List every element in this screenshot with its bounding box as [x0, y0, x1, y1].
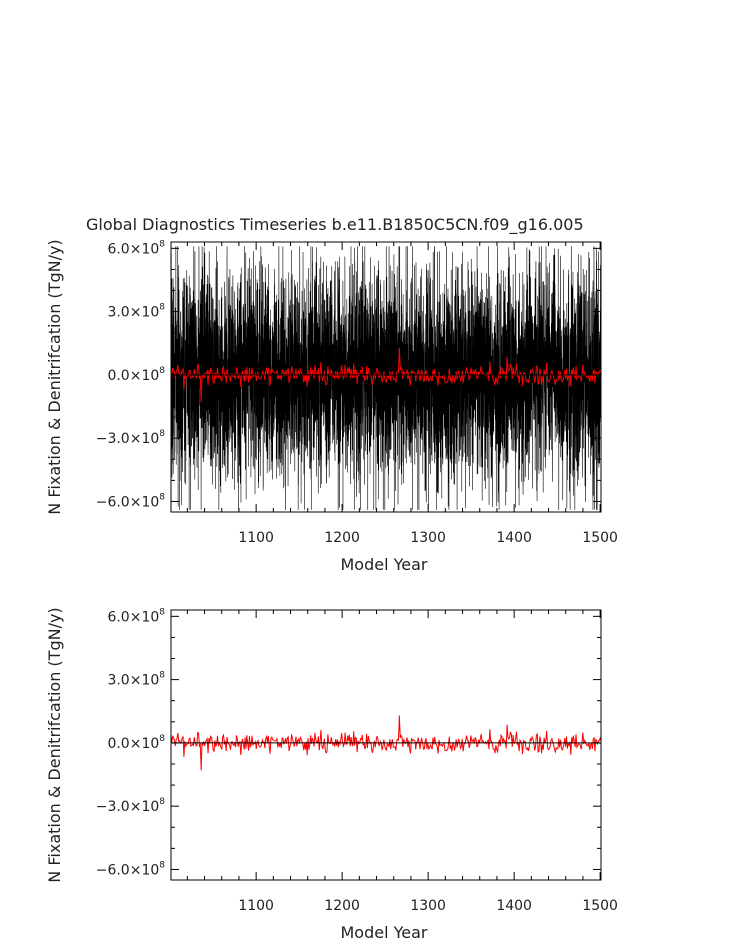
x-tick-label: 1400: [496, 530, 532, 546]
y-tick-label: 3.0×108: [107, 303, 165, 321]
x-tick-label: 1200: [324, 530, 360, 546]
chart-title: Global Diagnostics Timeseries b.e11.B185…: [86, 215, 584, 235]
x-tick-label: 1400: [496, 898, 532, 914]
x-axis-label: Model Year: [341, 555, 428, 574]
plot-area: [171, 246, 601, 510]
series-line-monthly: [171, 246, 601, 510]
y-tick-label: −3.0×108: [96, 429, 166, 447]
x-axis-label: Model Year: [341, 923, 428, 942]
y-tick-label: 6.0×108: [107, 607, 165, 625]
x-tick-label: 1100: [238, 530, 274, 546]
top-panel: 1100 1200 1300 1400 1500 −6.0×108 −3.0×108 0.0×…: [45, 239, 618, 574]
x-tick-label: 1500: [582, 898, 618, 914]
y-tick-label: −6.0×108: [96, 860, 166, 878]
x-tick-label: 1300: [410, 898, 446, 914]
y-tick-label: 0.0×108: [107, 366, 165, 384]
y-tick-label: −6.0×108: [96, 492, 166, 510]
series-line-annual: [171, 347, 601, 403]
plot-frame: [170, 609, 602, 881]
y-tick-label: 3.0×108: [107, 671, 165, 689]
x-tick-label: 1500: [582, 530, 618, 546]
y-axis-label: N Fixation & Denitrifcation (TgN/y): [45, 607, 64, 882]
x-tick-label: 1300: [410, 530, 446, 546]
x-tick-label: 1200: [324, 898, 360, 914]
y-tick-label: 0.0×108: [107, 734, 165, 752]
x-tick-label: 1100: [238, 898, 274, 914]
y-tick-label: −3.0×108: [96, 797, 166, 815]
series-line-annual: [171, 715, 601, 771]
y-tick-label: 6.0×108: [107, 239, 165, 257]
plot-area: [171, 715, 601, 771]
bottom-panel: 1100 1200 1300 1400 1500 −6.0×108 −3.0×108 0.0×…: [45, 607, 618, 942]
y-axis-label: N Fixation & Denitrifcation (TgN/y): [45, 239, 64, 514]
plot-frame: [170, 241, 602, 513]
